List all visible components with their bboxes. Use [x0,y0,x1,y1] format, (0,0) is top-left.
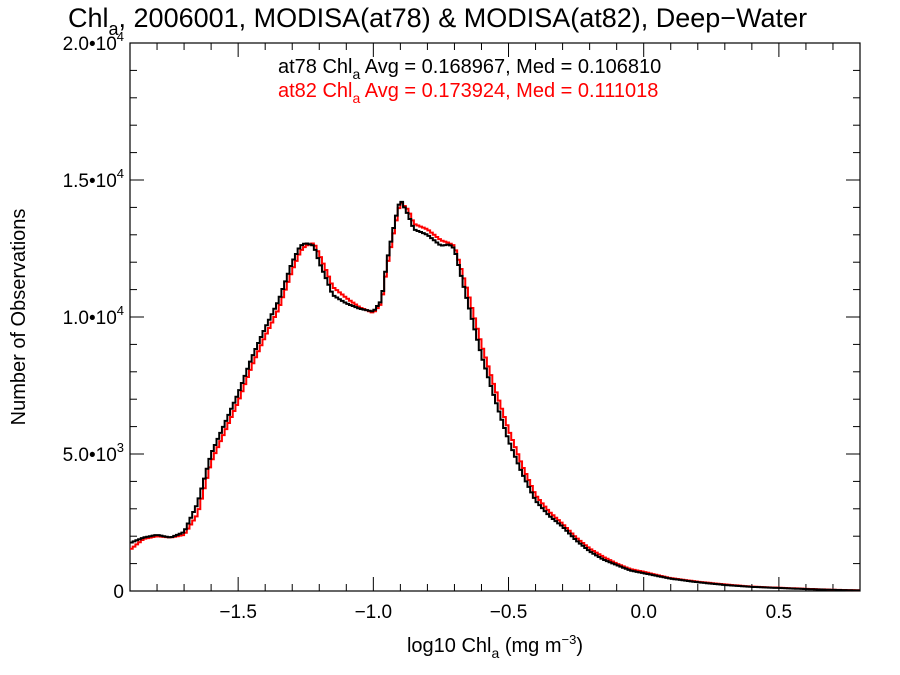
x-tick-label: 0.0 [630,602,656,623]
stats-at82-pre: at82 Chl [278,80,353,102]
x-axis-label-post: (mg m [499,635,561,657]
x-tick-label: −0.5 [490,602,528,623]
y-tick-label: 2.0•104 [63,29,124,55]
y-tick-label: 1.0•104 [63,303,124,329]
chart-title-pre: Chl [68,3,109,33]
axis-ticks: −1.5 −1.0 −0.5 0.0 0.5 0 5.0•103 1.0•104 1.5•104… [63,29,861,623]
chart-title-sub: a [109,19,120,39]
stats-at82-sub: a [353,90,361,106]
chart-title-post: , 2006001, MODISA(at78) & MODISA(at82), … [119,3,808,33]
x-tick-label: 0.5 [766,602,792,623]
plot-frame [129,42,861,592]
y-axis-label: Number of Observations [8,209,30,426]
x-axis-label-sup: −3 [562,632,577,647]
stats-at82-post: Avg = 0.173924, Med = 0.111018 [360,80,658,102]
y-tick-label: 1.5•104 [63,166,124,192]
y-tick-label: 0 [113,582,124,603]
stats-at78-pre: at78 Chl [278,56,353,78]
x-axis-label-end: ) [576,635,583,657]
series-at78-line [130,200,860,592]
series-group [130,200,860,592]
x-axis-label-sub: a [492,645,500,661]
x-tick-label: −1.5 [219,602,257,623]
x-tick-label: −1.0 [355,602,393,623]
x-axis-label: log10 Chla (mg m−3) [407,632,583,661]
stats-at78-post: Avg = 0.168967, Med = 0.106810 [360,56,661,78]
chart-title: Chla, 2006001, MODISA(at78) & MODISA(at8… [68,3,807,39]
stats-at82: at82 Chla Avg = 0.173924, Med = 0.111018 [278,80,658,106]
x-axis-label-pre: log10 Chl [407,635,492,657]
stats-at78-sub: a [353,66,361,82]
stats-at78: at78 Chla Avg = 0.168967, Med = 0.106810 [278,56,661,82]
y-tick-label: 5.0•103 [63,440,124,466]
